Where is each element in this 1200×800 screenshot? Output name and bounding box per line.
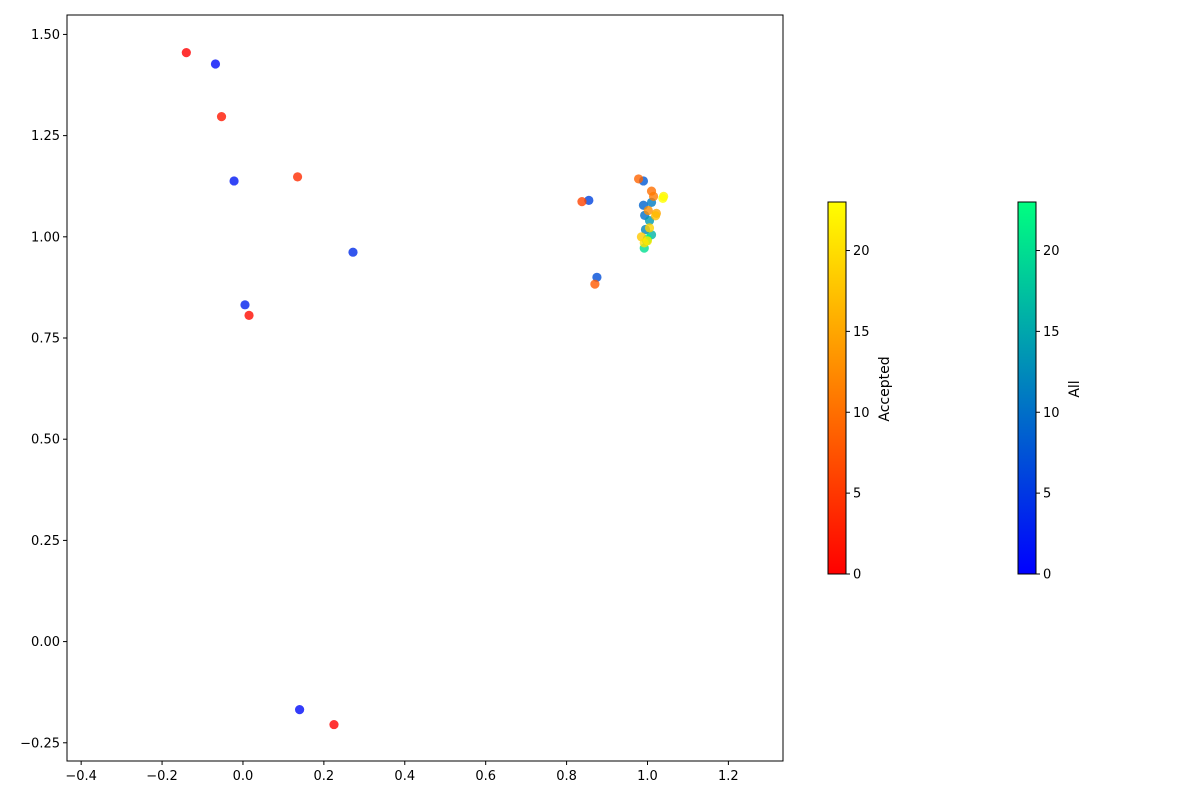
y-tick-label: 1.50 (31, 28, 60, 43)
data-point-accepted (181, 48, 191, 58)
y-tick-label: 0.75 (31, 332, 60, 347)
data-point-accepted (244, 310, 254, 320)
plot-area: −0.4 −0.2 0.0 0.2 0.4 0.6 0.8 1.0 1.2 −0.25 0.00 0… (20, 14, 784, 784)
colorbar-tick-label: 20 (853, 244, 870, 259)
data-point-all (229, 176, 239, 186)
colorbar-accepted-gradient (827, 201, 847, 575)
colorbar-all-ticks: 0 5 10 15 20 (1036, 244, 1060, 583)
plot-frame (66, 14, 784, 762)
x-tick-label: 0.6 (475, 769, 496, 784)
x-tick-label: 1.2 (718, 769, 739, 784)
series-accepted (181, 48, 669, 730)
colorbar-all: 0 5 10 15 20 All (1017, 201, 1083, 583)
data-point-all (584, 195, 594, 205)
y-tick-label: 0.50 (31, 433, 60, 448)
data-point-accepted (644, 223, 655, 233)
y-tick-label: −0.25 (20, 736, 60, 751)
colorbar-accepted-label: Accepted (877, 356, 893, 421)
data-point-accepted (648, 191, 659, 201)
data-point-all (348, 247, 358, 257)
colorbar-accepted-ticks: 0 5 10 15 20 (846, 244, 870, 583)
data-point-all (240, 300, 250, 310)
data-point-accepted (658, 193, 668, 203)
x-tick-label: 0.4 (394, 769, 415, 784)
colorbar-accepted: 0 5 10 15 20 Accepted (827, 201, 893, 583)
y-axis: −0.25 0.00 0.25 0.50 0.75 1.00 1.25 1.50 (20, 28, 67, 751)
colorbar-all-label: All (1067, 380, 1083, 397)
y-tick-label: 0.25 (31, 534, 60, 549)
colorbar-tick-label: 10 (1043, 406, 1060, 421)
data-point-all (294, 704, 305, 715)
colorbar-all-gradient (1017, 201, 1037, 575)
colorbar-tick-label: 0 (1043, 568, 1051, 583)
x-tick-label: −0.2 (146, 769, 178, 784)
data-point-accepted (650, 211, 661, 221)
colorbar-tick-label: 15 (1043, 325, 1060, 340)
data-point-accepted (642, 236, 653, 246)
data-point-accepted (292, 172, 303, 182)
colorbar-tick-label: 0 (853, 568, 861, 583)
data-point-all (210, 59, 221, 69)
colorbar-tick-label: 15 (853, 325, 870, 340)
colorbar-tick-label: 10 (853, 406, 870, 421)
colorbar-tick-label: 20 (1043, 244, 1060, 259)
x-tick-label: 0.0 (233, 769, 254, 784)
colorbar-tick-label: 5 (853, 487, 861, 502)
x-tick-label: 0.8 (556, 769, 577, 784)
y-tick-label: 1.25 (31, 129, 60, 144)
data-point-accepted (329, 719, 339, 730)
x-axis: −0.4 −0.2 0.0 0.2 0.4 0.6 0.8 1.0 1.2 (65, 761, 739, 784)
x-tick-label: −0.4 (65, 769, 97, 784)
y-tick-label: 1.00 (31, 230, 60, 245)
data-point-accepted (590, 279, 600, 289)
data-point-accepted (643, 205, 653, 216)
x-tick-label: 1.0 (637, 769, 658, 784)
data-point-accepted (633, 174, 644, 184)
x-tick-label: 0.2 (314, 769, 335, 784)
y-tick-label: 0.00 (31, 635, 60, 650)
data-point-accepted (577, 197, 587, 207)
data-point-accepted (216, 111, 227, 122)
colorbar-tick-label: 5 (1043, 487, 1051, 502)
